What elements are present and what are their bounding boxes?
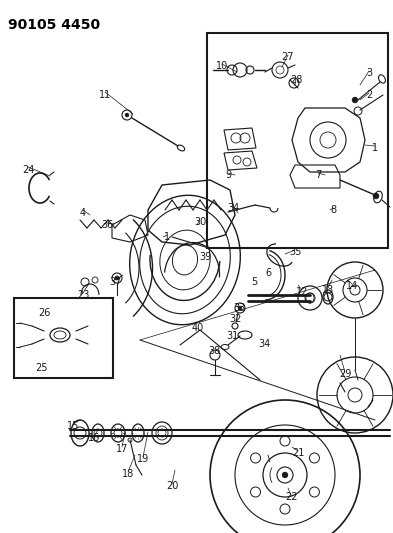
Text: 10: 10 <box>216 61 228 71</box>
Text: 6: 6 <box>265 268 271 278</box>
Text: 18: 18 <box>122 469 134 479</box>
Text: 30: 30 <box>194 217 206 227</box>
Text: 26: 26 <box>38 308 50 318</box>
Text: 35: 35 <box>289 247 301 257</box>
Text: 39: 39 <box>199 252 211 262</box>
Bar <box>14 298 113 378</box>
Text: 36: 36 <box>101 220 113 230</box>
Circle shape <box>373 193 379 199</box>
Circle shape <box>238 306 242 310</box>
Text: 32: 32 <box>229 314 241 324</box>
Text: 9: 9 <box>225 170 231 180</box>
Text: 31: 31 <box>226 331 238 341</box>
Text: 90105 4450: 90105 4450 <box>8 18 100 32</box>
Circle shape <box>352 97 358 103</box>
Text: 27: 27 <box>282 52 294 62</box>
Text: 25: 25 <box>36 363 48 373</box>
Text: 29: 29 <box>339 369 351 379</box>
Circle shape <box>125 113 129 117</box>
Text: 4: 4 <box>80 208 86 218</box>
Text: 23: 23 <box>77 290 89 300</box>
Text: 3: 3 <box>366 68 372 78</box>
Text: 1: 1 <box>372 143 378 153</box>
Text: 24: 24 <box>22 165 34 175</box>
Text: 16: 16 <box>88 433 100 443</box>
Text: 15: 15 <box>67 421 79 431</box>
Text: 7: 7 <box>315 170 321 180</box>
Text: 34: 34 <box>258 339 270 349</box>
Circle shape <box>112 273 122 283</box>
Text: 28: 28 <box>290 75 302 85</box>
Text: 13: 13 <box>322 285 334 295</box>
Text: 12: 12 <box>296 287 308 297</box>
Text: 20: 20 <box>166 481 178 491</box>
Text: 33: 33 <box>233 303 245 313</box>
Bar <box>207 33 388 248</box>
Text: 5: 5 <box>251 277 257 287</box>
Text: 2: 2 <box>366 90 372 100</box>
Text: 38: 38 <box>208 346 220 356</box>
Text: 17: 17 <box>116 444 128 454</box>
Text: 37: 37 <box>109 277 121 287</box>
Text: 22: 22 <box>285 492 297 502</box>
Text: 40: 40 <box>192 323 204 333</box>
Text: 19: 19 <box>137 454 149 464</box>
Text: 34: 34 <box>227 203 239 213</box>
Text: 1: 1 <box>164 232 170 242</box>
Text: 11: 11 <box>99 90 111 100</box>
Text: 21: 21 <box>292 448 304 458</box>
Circle shape <box>115 276 119 280</box>
Circle shape <box>282 472 288 478</box>
Text: 14: 14 <box>346 281 358 291</box>
Text: 8: 8 <box>330 205 336 215</box>
